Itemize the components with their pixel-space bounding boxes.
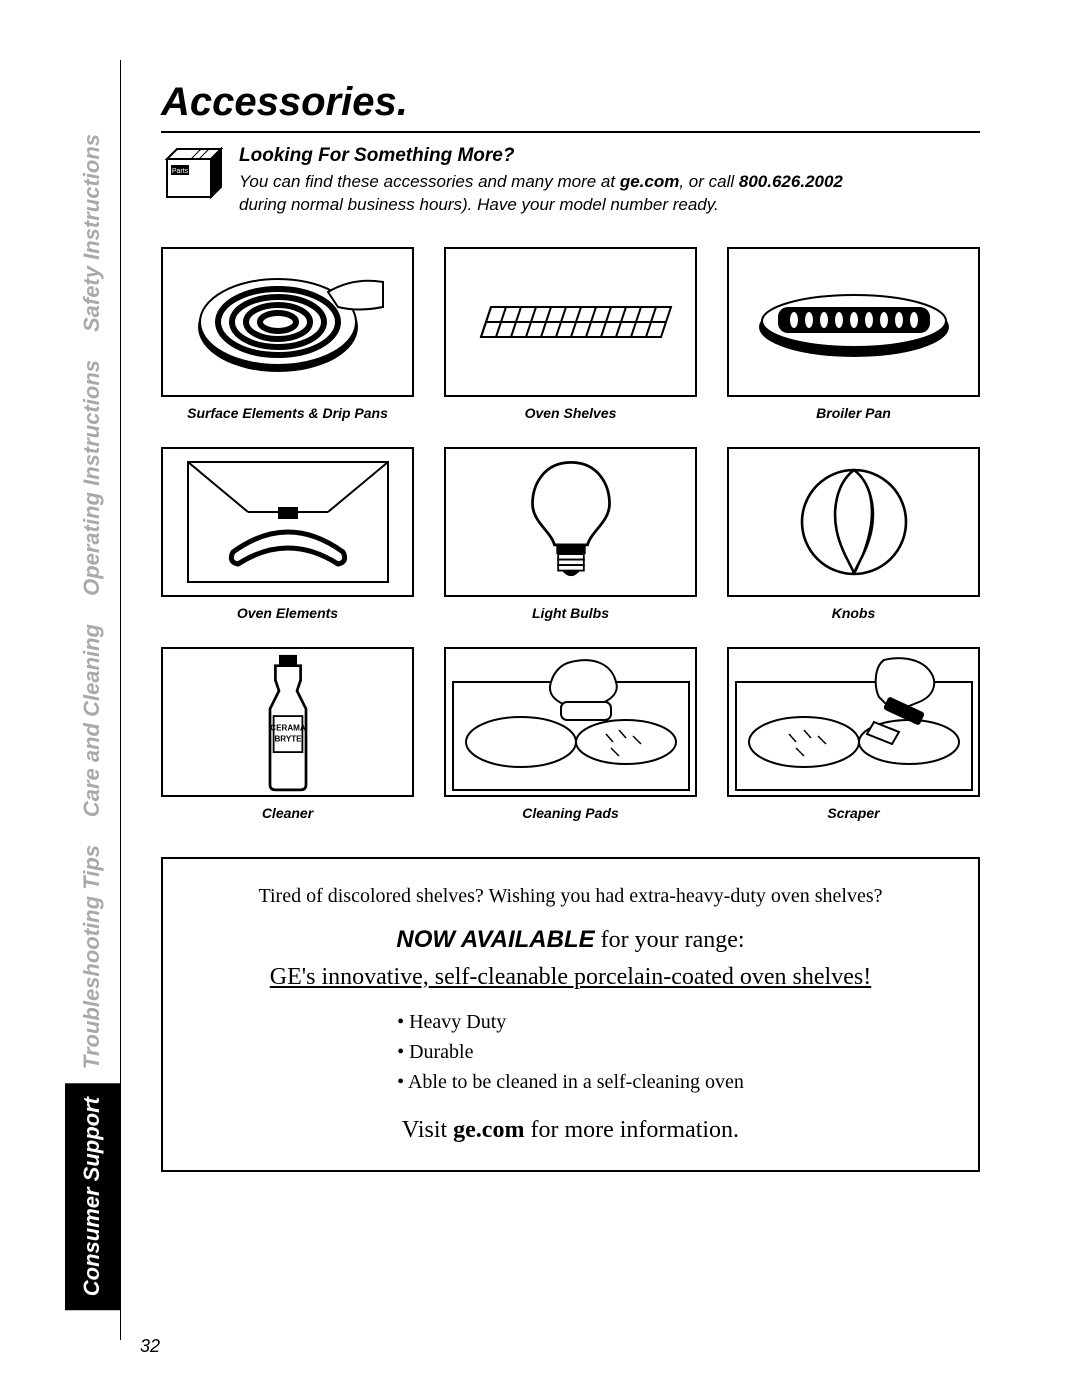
scraper-icon (727, 647, 980, 797)
oven-elements-icon (161, 447, 414, 597)
parts-box-icon: Parts (161, 145, 223, 203)
caption: Knobs (727, 605, 980, 621)
intro-subtitle: Looking For Something More? (239, 145, 843, 167)
intro-line1-mid: , or call (679, 172, 739, 191)
broiler-pan-icon (727, 247, 980, 397)
caption: Oven Elements (161, 605, 414, 621)
intro-phone: 800.626.2002 (739, 172, 843, 191)
promo-avail-rest: for your range: (595, 927, 745, 953)
page-number: 32 (140, 1336, 160, 1357)
intro-line1-pre: You can find these accessories and many … (239, 172, 620, 191)
accessory-cleaner: CERAMA BRYTE Cleaner (161, 647, 414, 821)
promo-box: Tired of discolored shelves? Wishing you… (161, 857, 980, 1172)
promo-bullet: Durable (397, 1037, 744, 1067)
caption: Scraper (727, 805, 980, 821)
oven-shelves-icon (444, 247, 697, 397)
caption: Cleaning Pads (444, 805, 697, 821)
page-frame: Accessories. Parts Looking For Something… (120, 60, 1020, 1340)
visit-site: ge.com (453, 1117, 524, 1143)
accessories-grid: Surface Elements & Drip Pans (161, 247, 980, 821)
light-bulb-icon (444, 447, 697, 597)
surface-elements-icon (161, 247, 414, 397)
promo-avail-bold: NOW AVAILABLE (396, 926, 594, 953)
intro-body: You can find these accessories and many … (239, 171, 843, 217)
promo-visit: Visit ge.com for more information. (193, 1117, 948, 1144)
promo-headline: GE's innovative, self-cleanable porcelai… (193, 964, 948, 991)
promo-bullets: Heavy Duty Durable Able to be cleaned in… (397, 1007, 744, 1097)
intro: Parts Looking For Something More? You ca… (161, 145, 980, 217)
page-title: Accessories. (161, 80, 980, 125)
accessory-scraper: Scraper (727, 647, 980, 821)
accessory-cleaning-pads: Cleaning Pads (444, 647, 697, 821)
promo-question: Tired of discolored shelves? Wishing you… (193, 885, 948, 908)
side-tabs: Consumer Support Troubleshooting Tips Ca… (65, 60, 120, 1310)
cleaner-bottle-icon: CERAMA BRYTE (161, 647, 414, 797)
tab-consumer-support[interactable]: Consumer Support (65, 1083, 120, 1310)
caption: Broiler Pan (727, 405, 980, 421)
promo-availability: NOW AVAILABLE for your range: (193, 926, 948, 954)
cleaning-pads-icon (444, 647, 697, 797)
caption: Surface Elements & Drip Pans (161, 405, 414, 421)
intro-site: ge.com (620, 172, 680, 191)
tab-safety-instructions[interactable]: Safety Instructions (65, 120, 120, 346)
accessory-oven-shelves: Oven Shelves (444, 247, 697, 421)
visit-post: for more information. (524, 1117, 739, 1143)
intro-line2: during normal business hours). Have your… (239, 195, 719, 214)
title-rule (161, 131, 980, 133)
svg-text:Parts: Parts (172, 168, 189, 175)
tab-care-and-cleaning[interactable]: Care and Cleaning (65, 610, 120, 831)
accessory-oven-elements: Oven Elements (161, 447, 414, 621)
content: Accessories. Parts Looking For Something… (121, 60, 990, 1172)
accessory-light-bulbs: Light Bulbs (444, 447, 697, 621)
accessory-knobs: Knobs (727, 447, 980, 621)
promo-bullet: Heavy Duty (397, 1007, 744, 1037)
accessory-surface-elements: Surface Elements & Drip Pans (161, 247, 414, 421)
caption: Cleaner (161, 805, 414, 821)
knob-icon (727, 447, 980, 597)
tab-troubleshooting-tips[interactable]: Troubleshooting Tips (65, 831, 120, 1083)
promo-bullet: Able to be cleaned in a self-cleaning ov… (397, 1067, 744, 1097)
bottle-label-line2: BRYTE (274, 735, 302, 744)
intro-text: Looking For Something More? You can find… (239, 145, 843, 217)
caption: Oven Shelves (444, 405, 697, 421)
accessory-broiler-pan: Broiler Pan (727, 247, 980, 421)
bottle-label-line1: CERAMA (270, 724, 306, 733)
caption: Light Bulbs (444, 605, 697, 621)
visit-pre: Visit (402, 1117, 453, 1143)
tab-operating-instructions[interactable]: Operating Instructions (65, 346, 120, 610)
